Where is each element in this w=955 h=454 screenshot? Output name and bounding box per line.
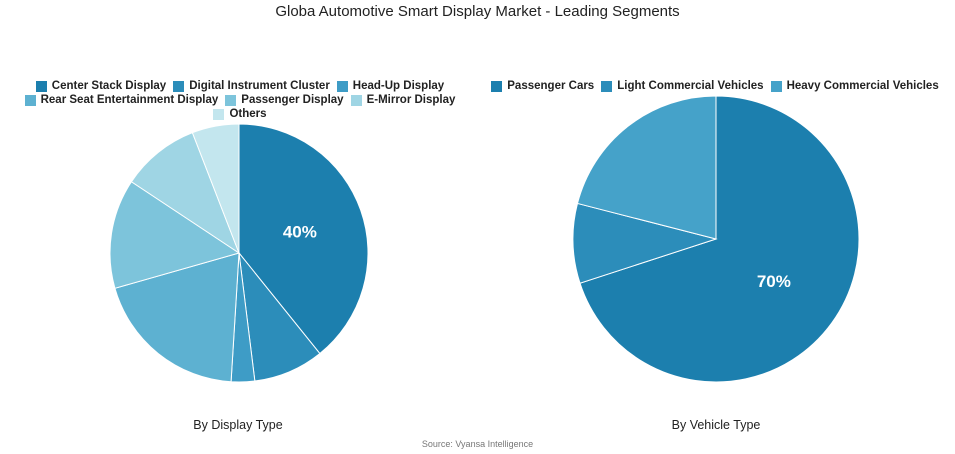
legend-swatch [173, 80, 185, 92]
legend-swatch [35, 80, 47, 92]
legend-item: Others [213, 108, 267, 120]
pie-slice [572, 202, 718, 284]
legend-swatch [770, 80, 782, 92]
data-label: 70% [757, 272, 791, 291]
legend-swatch [601, 80, 613, 92]
legend-item: Passenger Cars [491, 80, 594, 92]
legend-label: Digital Instrument Cluster [189, 80, 330, 92]
legend-item: Rear Seat Entertainment Display [24, 94, 219, 106]
legend-swatch [225, 94, 237, 106]
legend-swatch [350, 94, 362, 106]
legend-item: Light Commercial Vehicles [601, 80, 764, 92]
data-label: 40% [283, 223, 317, 242]
pie-slice [579, 95, 860, 383]
legend-display-type: Center Stack Display Digital Instrument C… [20, 80, 460, 120]
chart-title: Globa Automotive Smart Display Market - … [275, 3, 680, 20]
legend-swatch [336, 80, 348, 92]
source-note: Source: Vyansa Intelligence [421, 439, 534, 449]
legend-label: Passenger Cars [507, 80, 595, 92]
legend-item: E-Mirror Display [350, 94, 456, 106]
legend-label: Light Commercial Vehicles [617, 80, 764, 92]
legend-label: Rear Seat Entertainment Display [40, 94, 219, 106]
legend-item: Heavy Commercial Vehicles [770, 80, 939, 92]
legend-swatch [24, 94, 36, 106]
legend-swatch [213, 108, 225, 120]
legend-label: Head-Up Display [352, 80, 445, 92]
legend-item: Head-Up Display [336, 80, 445, 92]
legend-label: E-Mirror Display [366, 94, 456, 106]
legend-item: Passenger Display [225, 94, 344, 106]
legend-label: Heavy Commercial Vehicles [786, 80, 939, 92]
legend-swatch [491, 80, 503, 92]
pie-slice [114, 252, 240, 383]
caption-display-type: By Display Type [193, 418, 283, 432]
legend-label: Others [229, 108, 267, 120]
legend-vehicle-type: Passenger Cars Light Commercial Vehicles H… [480, 80, 950, 92]
caption-vehicle-type: By Vehicle Type [671, 418, 761, 432]
pie-slice [109, 181, 241, 289]
pie-slice [576, 95, 717, 240]
legend-item: Digital Instrument Cluster [173, 80, 330, 92]
legend-label: Center Stack Display [51, 80, 167, 92]
pie-slice [238, 123, 369, 355]
pie-slice [191, 123, 240, 254]
legend-item: Center Stack Display [35, 80, 167, 92]
pie-slice [130, 132, 241, 255]
legend-label: Passenger Display [241, 94, 344, 106]
